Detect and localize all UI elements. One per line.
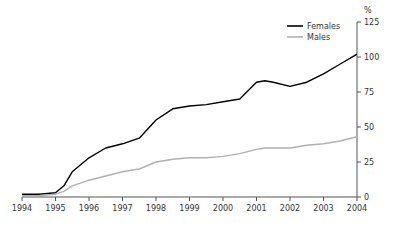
y-axis: 0 25 50 75 100 125 (357, 18, 379, 202)
x-tick-label: 2000 (213, 204, 233, 213)
y-tick-label: 125 (364, 18, 379, 27)
x-tick (323, 197, 324, 201)
x-tick-label: 2002 (280, 204, 300, 213)
x-tick (189, 197, 190, 201)
y-tick (357, 162, 361, 163)
x-tick (357, 197, 358, 201)
plot-area (22, 54, 357, 195)
chart: 1994 1995 1996 1997 1998 1999 2000 2001 2002 2003… (0, 0, 397, 227)
legend-swatch (287, 25, 303, 27)
series-line (22, 54, 357, 194)
x-tick-label: 2001 (246, 204, 266, 213)
y-axis-label: % (364, 6, 372, 15)
x-tick (223, 197, 224, 201)
x-tick-label: 1997 (112, 204, 132, 213)
x-tick (122, 197, 123, 201)
x-tick (156, 197, 157, 201)
x-tick-label: 2004 (347, 204, 367, 213)
x-axis: 1994 1995 1996 1997 1998 1999 2000 2001 2002 2003… (12, 197, 367, 213)
x-tick-label: 1998 (146, 204, 166, 213)
y-tick (357, 22, 361, 23)
legend-label: Females (307, 22, 340, 31)
y-tick (357, 127, 361, 128)
x-tick (256, 197, 257, 201)
series-line (22, 137, 357, 196)
y-axis-line (357, 22, 358, 197)
legend-label: Males (307, 33, 330, 42)
y-tick (357, 57, 361, 58)
y-tick-label: 25 (364, 158, 374, 167)
y-tick (357, 92, 361, 93)
y-tick-label: 100 (364, 53, 379, 62)
y-tick-label: 0 (364, 193, 369, 202)
x-tick-label: 1996 (79, 204, 99, 213)
y-tick-label: 75 (364, 88, 374, 97)
x-tick (290, 197, 291, 201)
y-tick (357, 197, 361, 198)
x-tick-label: 1994 (12, 204, 32, 213)
y-tick-label: 50 (364, 123, 374, 132)
legend-swatch (287, 36, 303, 38)
x-tick-label: 1995 (45, 204, 65, 213)
x-tick-label: 1999 (179, 204, 199, 213)
x-tick (55, 197, 56, 201)
x-tick (89, 197, 90, 201)
x-tick-label: 2003 (313, 204, 333, 213)
legend: Females Males (287, 22, 340, 42)
x-tick (22, 197, 23, 201)
